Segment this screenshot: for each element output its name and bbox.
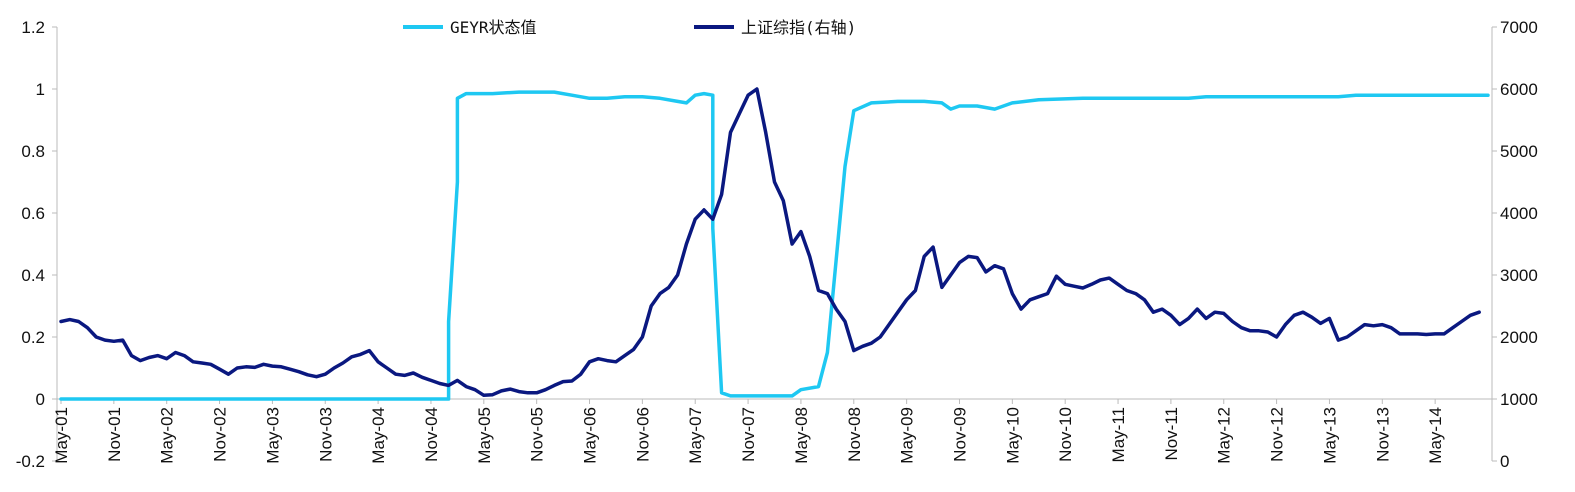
right-tick-label: 4000 xyxy=(1500,204,1538,223)
x-tick-label: May-07 xyxy=(686,407,705,464)
right-tick-label: 0 xyxy=(1500,452,1509,471)
x-tick-label: Nov-05 xyxy=(528,407,547,462)
legend-label-2: 上证综指(右轴) xyxy=(741,18,856,37)
series-line-1 xyxy=(59,90,1490,401)
right-tick-label: 2000 xyxy=(1500,328,1538,347)
x-tick-label: May-06 xyxy=(581,407,600,464)
x-tick-label: Nov-04 xyxy=(422,407,441,462)
legend-label-1: GEYR状态值 xyxy=(450,18,537,37)
right-tick-label: 6000 xyxy=(1500,80,1538,99)
x-tick-label: Nov-01 xyxy=(105,407,124,462)
x-tick-label: May-04 xyxy=(369,407,388,464)
right-tick-label: 1000 xyxy=(1500,390,1538,409)
x-tick-label: May-13 xyxy=(1320,407,1339,464)
left-tick-label: 1.2 xyxy=(21,18,45,37)
left-tick-label: 0.4 xyxy=(21,266,45,285)
left-tick-label: 0.8 xyxy=(21,142,45,161)
x-tick-label: May-09 xyxy=(898,407,917,464)
right-tick-label: 7000 xyxy=(1500,18,1538,37)
right-tick-label: 5000 xyxy=(1500,142,1538,161)
x-tick-label: Nov-02 xyxy=(211,407,230,462)
x-tick-label: Nov-07 xyxy=(739,407,758,462)
x-tick-label: May-02 xyxy=(158,407,177,464)
x-tick-label: May-08 xyxy=(792,407,811,464)
x-tick-label: Nov-08 xyxy=(845,407,864,462)
x-tick-label: May-05 xyxy=(475,407,494,464)
x-tick-label: Nov-06 xyxy=(633,407,652,462)
x-tick-label: Nov-10 xyxy=(1056,407,1075,462)
x-tick-label: May-12 xyxy=(1215,407,1234,464)
x-tick-label: May-03 xyxy=(263,407,282,464)
x-tick-label: May-14 xyxy=(1426,407,1445,464)
x-tick-label: May-10 xyxy=(1003,407,1022,464)
x-tick-label: Nov-12 xyxy=(1268,407,1287,462)
left-tick-label: 0.2 xyxy=(21,328,45,347)
x-tick-label: Nov-11 xyxy=(1162,407,1181,461)
left-tick-label: 0.6 xyxy=(21,204,45,223)
x-tick-label: May-11 xyxy=(1109,407,1128,462)
left-tick-label: -0.2 xyxy=(16,452,45,471)
x-tick-label: Nov-09 xyxy=(950,407,969,462)
right-tick-label: 3000 xyxy=(1500,266,1538,285)
x-tick-label: May-01 xyxy=(52,407,71,464)
x-tick-label: Nov-03 xyxy=(316,407,335,462)
left-tick-label: 0 xyxy=(36,390,45,409)
x-tick-label: Nov-13 xyxy=(1373,407,1392,462)
series-line-2 xyxy=(59,87,1481,398)
left-tick-label: 1 xyxy=(36,80,45,99)
